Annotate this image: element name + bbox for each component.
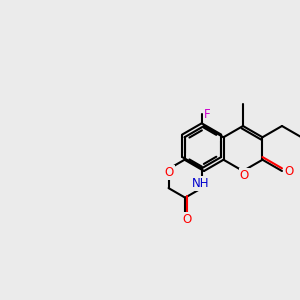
- Text: O: O: [284, 165, 293, 178]
- Text: F: F: [203, 107, 210, 121]
- Text: O: O: [183, 213, 192, 226]
- Text: O: O: [164, 166, 174, 179]
- Text: O: O: [240, 169, 249, 182]
- Text: NH: NH: [192, 177, 210, 190]
